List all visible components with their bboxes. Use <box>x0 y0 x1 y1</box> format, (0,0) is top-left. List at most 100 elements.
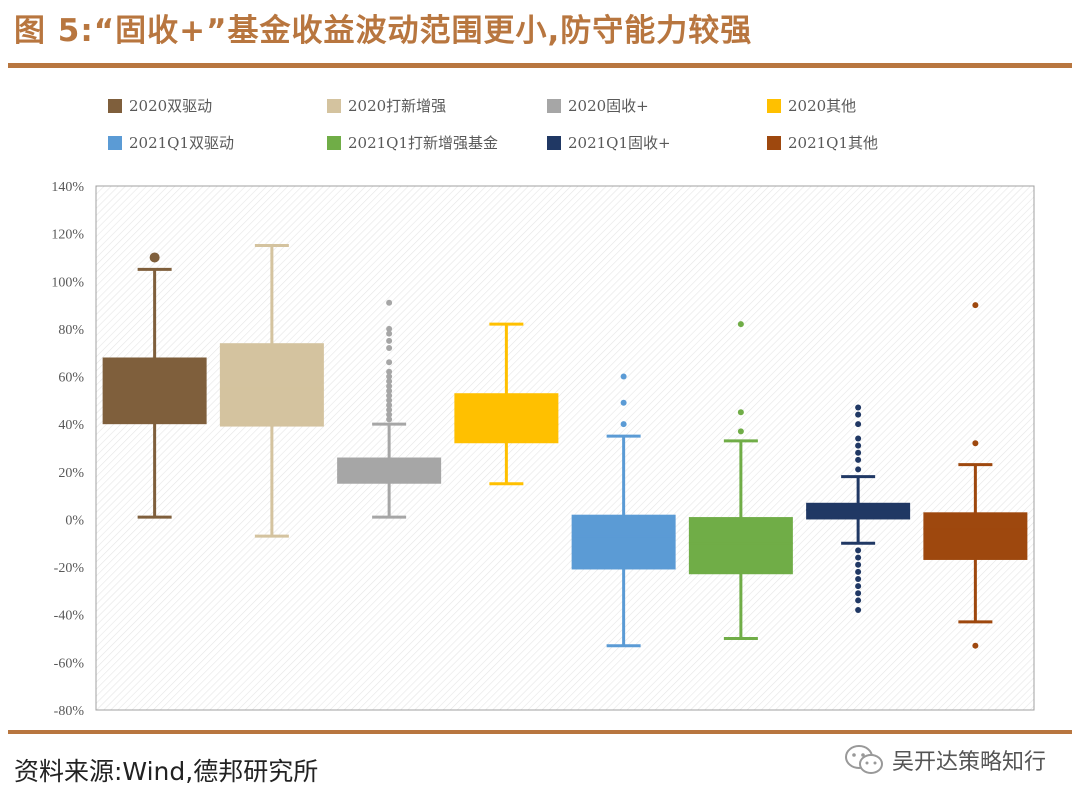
legend-label: 2021Q1固收+ <box>568 134 671 152</box>
box-8 <box>923 302 1028 649</box>
outlier-point <box>386 411 393 418</box>
legend-label: 2021Q1双驱动 <box>129 134 234 152</box>
box-2 <box>219 244 324 538</box>
outlier-point <box>855 590 862 597</box>
outlier-point <box>386 397 393 404</box>
y-tick-label: -40% <box>54 609 85 624</box>
box-4 <box>454 322 559 486</box>
outlier-point <box>386 299 393 306</box>
y-tick-label: 40% <box>58 418 84 433</box>
outlier-point <box>386 325 393 332</box>
box-iqr <box>454 393 559 444</box>
outlier-point <box>855 466 862 473</box>
y-tick-label: 100% <box>51 275 84 290</box>
y-tick-label: 120% <box>51 228 84 243</box>
outlier-point <box>386 368 393 375</box>
outlier-point <box>737 428 744 435</box>
outlier-point <box>386 359 393 366</box>
box-6 <box>688 321 793 641</box>
outlier-point <box>972 440 979 447</box>
y-tick-label: 140% <box>51 180 84 195</box>
box-iqr <box>806 502 911 520</box>
outlier-point <box>855 547 862 554</box>
box-1 <box>102 252 207 519</box>
outlier-point <box>855 561 862 568</box>
outlier-point <box>386 344 393 351</box>
outlier-point <box>149 252 160 263</box>
box-7 <box>806 404 911 613</box>
outlier-point <box>386 402 393 409</box>
y-tick-label: 80% <box>58 323 84 338</box>
outlier-point <box>620 399 627 406</box>
outlier-point <box>620 373 627 380</box>
outlier-point <box>855 597 862 604</box>
chart-legend: 2020双驱动 2020打新增强 2020固收+ 2020其他 2021Q1双驱动 202… <box>108 97 878 152</box>
page-title: 图 5:“固收+”基金收益波动范围更小,防守能力较强 <box>14 13 753 49</box>
outlier-point <box>855 411 862 418</box>
y-tick-label: -80% <box>54 704 85 719</box>
boxplot-chart: 2020双驱动 2020打新增强 2020固收+ 2020其他 2021Q1双驱动 202… <box>51 97 1035 719</box>
legend-swatch <box>108 99 122 113</box>
watermark-text: 吴开达策略知行 <box>891 750 1046 775</box>
legend-label: 2021Q1其他 <box>788 134 878 152</box>
outlier-point <box>972 302 979 309</box>
outlier-point <box>620 421 627 428</box>
outlier-point <box>737 409 744 416</box>
outlier-point <box>855 456 862 463</box>
source-note: 资料来源:Wind,德邦研究所 <box>14 757 319 786</box>
y-tick-label: 20% <box>58 466 84 481</box>
outlier-point <box>386 378 393 385</box>
legend-label: 2020打新增强 <box>348 97 446 115</box>
legend-label: 2020其他 <box>788 97 856 115</box>
outlier-point <box>386 383 393 390</box>
outlier-point <box>855 576 862 582</box>
legend-swatch <box>767 136 781 150</box>
y-tick-label: 0% <box>65 513 84 528</box>
plot-area <box>95 185 1035 711</box>
y-tick-label: 60% <box>58 371 84 386</box>
legend-swatch <box>547 136 561 150</box>
outlier-point <box>972 642 979 649</box>
y-axis: 140% 120% 100% 80% 60% 40% 20% 0% -20% -40% -60% -8… <box>51 180 84 719</box>
box-iqr <box>923 512 1028 560</box>
outlier-point <box>386 337 393 344</box>
outlier-point <box>386 330 393 337</box>
outlier-point <box>855 583 862 590</box>
outlier-point <box>386 373 393 380</box>
footer-divider <box>8 730 1072 734</box>
box-iqr <box>337 457 442 484</box>
wechat-icon <box>844 745 883 774</box>
box-iqr <box>102 357 207 425</box>
box-iqr <box>571 514 676 570</box>
outlier-point <box>855 442 862 449</box>
outlier-point <box>386 387 393 394</box>
outlier-point <box>386 406 393 413</box>
legend-swatch <box>547 99 561 113</box>
box-5 <box>571 373 676 648</box>
legend-swatch <box>108 136 122 150</box>
outlier-point <box>737 321 744 328</box>
box-series <box>102 244 1028 649</box>
legend-swatch <box>327 136 341 150</box>
outlier-point <box>855 435 862 442</box>
outlier-point <box>855 449 862 456</box>
outlier-point <box>855 568 862 575</box>
outlier-point <box>855 421 862 428</box>
outlier-point <box>386 392 393 399</box>
box-3 <box>337 299 442 519</box>
box-iqr <box>219 343 324 427</box>
watermark: 吴开达策略知行 <box>844 740 1046 780</box>
outlier-point <box>855 554 862 561</box>
box-iqr <box>688 517 793 575</box>
y-tick-label: -60% <box>54 656 85 671</box>
outlier-point <box>855 606 862 613</box>
legend-swatch <box>327 99 341 113</box>
legend-label: 2021Q1打新增强基金 <box>348 134 498 152</box>
title-divider <box>8 63 1072 68</box>
y-tick-label: -20% <box>54 561 85 576</box>
legend-label: 2020双驱动 <box>129 97 212 115</box>
outlier-point <box>855 404 862 411</box>
legend-label: 2020固收+ <box>568 97 649 115</box>
outlier-point <box>386 416 393 423</box>
legend-swatch <box>767 99 781 113</box>
